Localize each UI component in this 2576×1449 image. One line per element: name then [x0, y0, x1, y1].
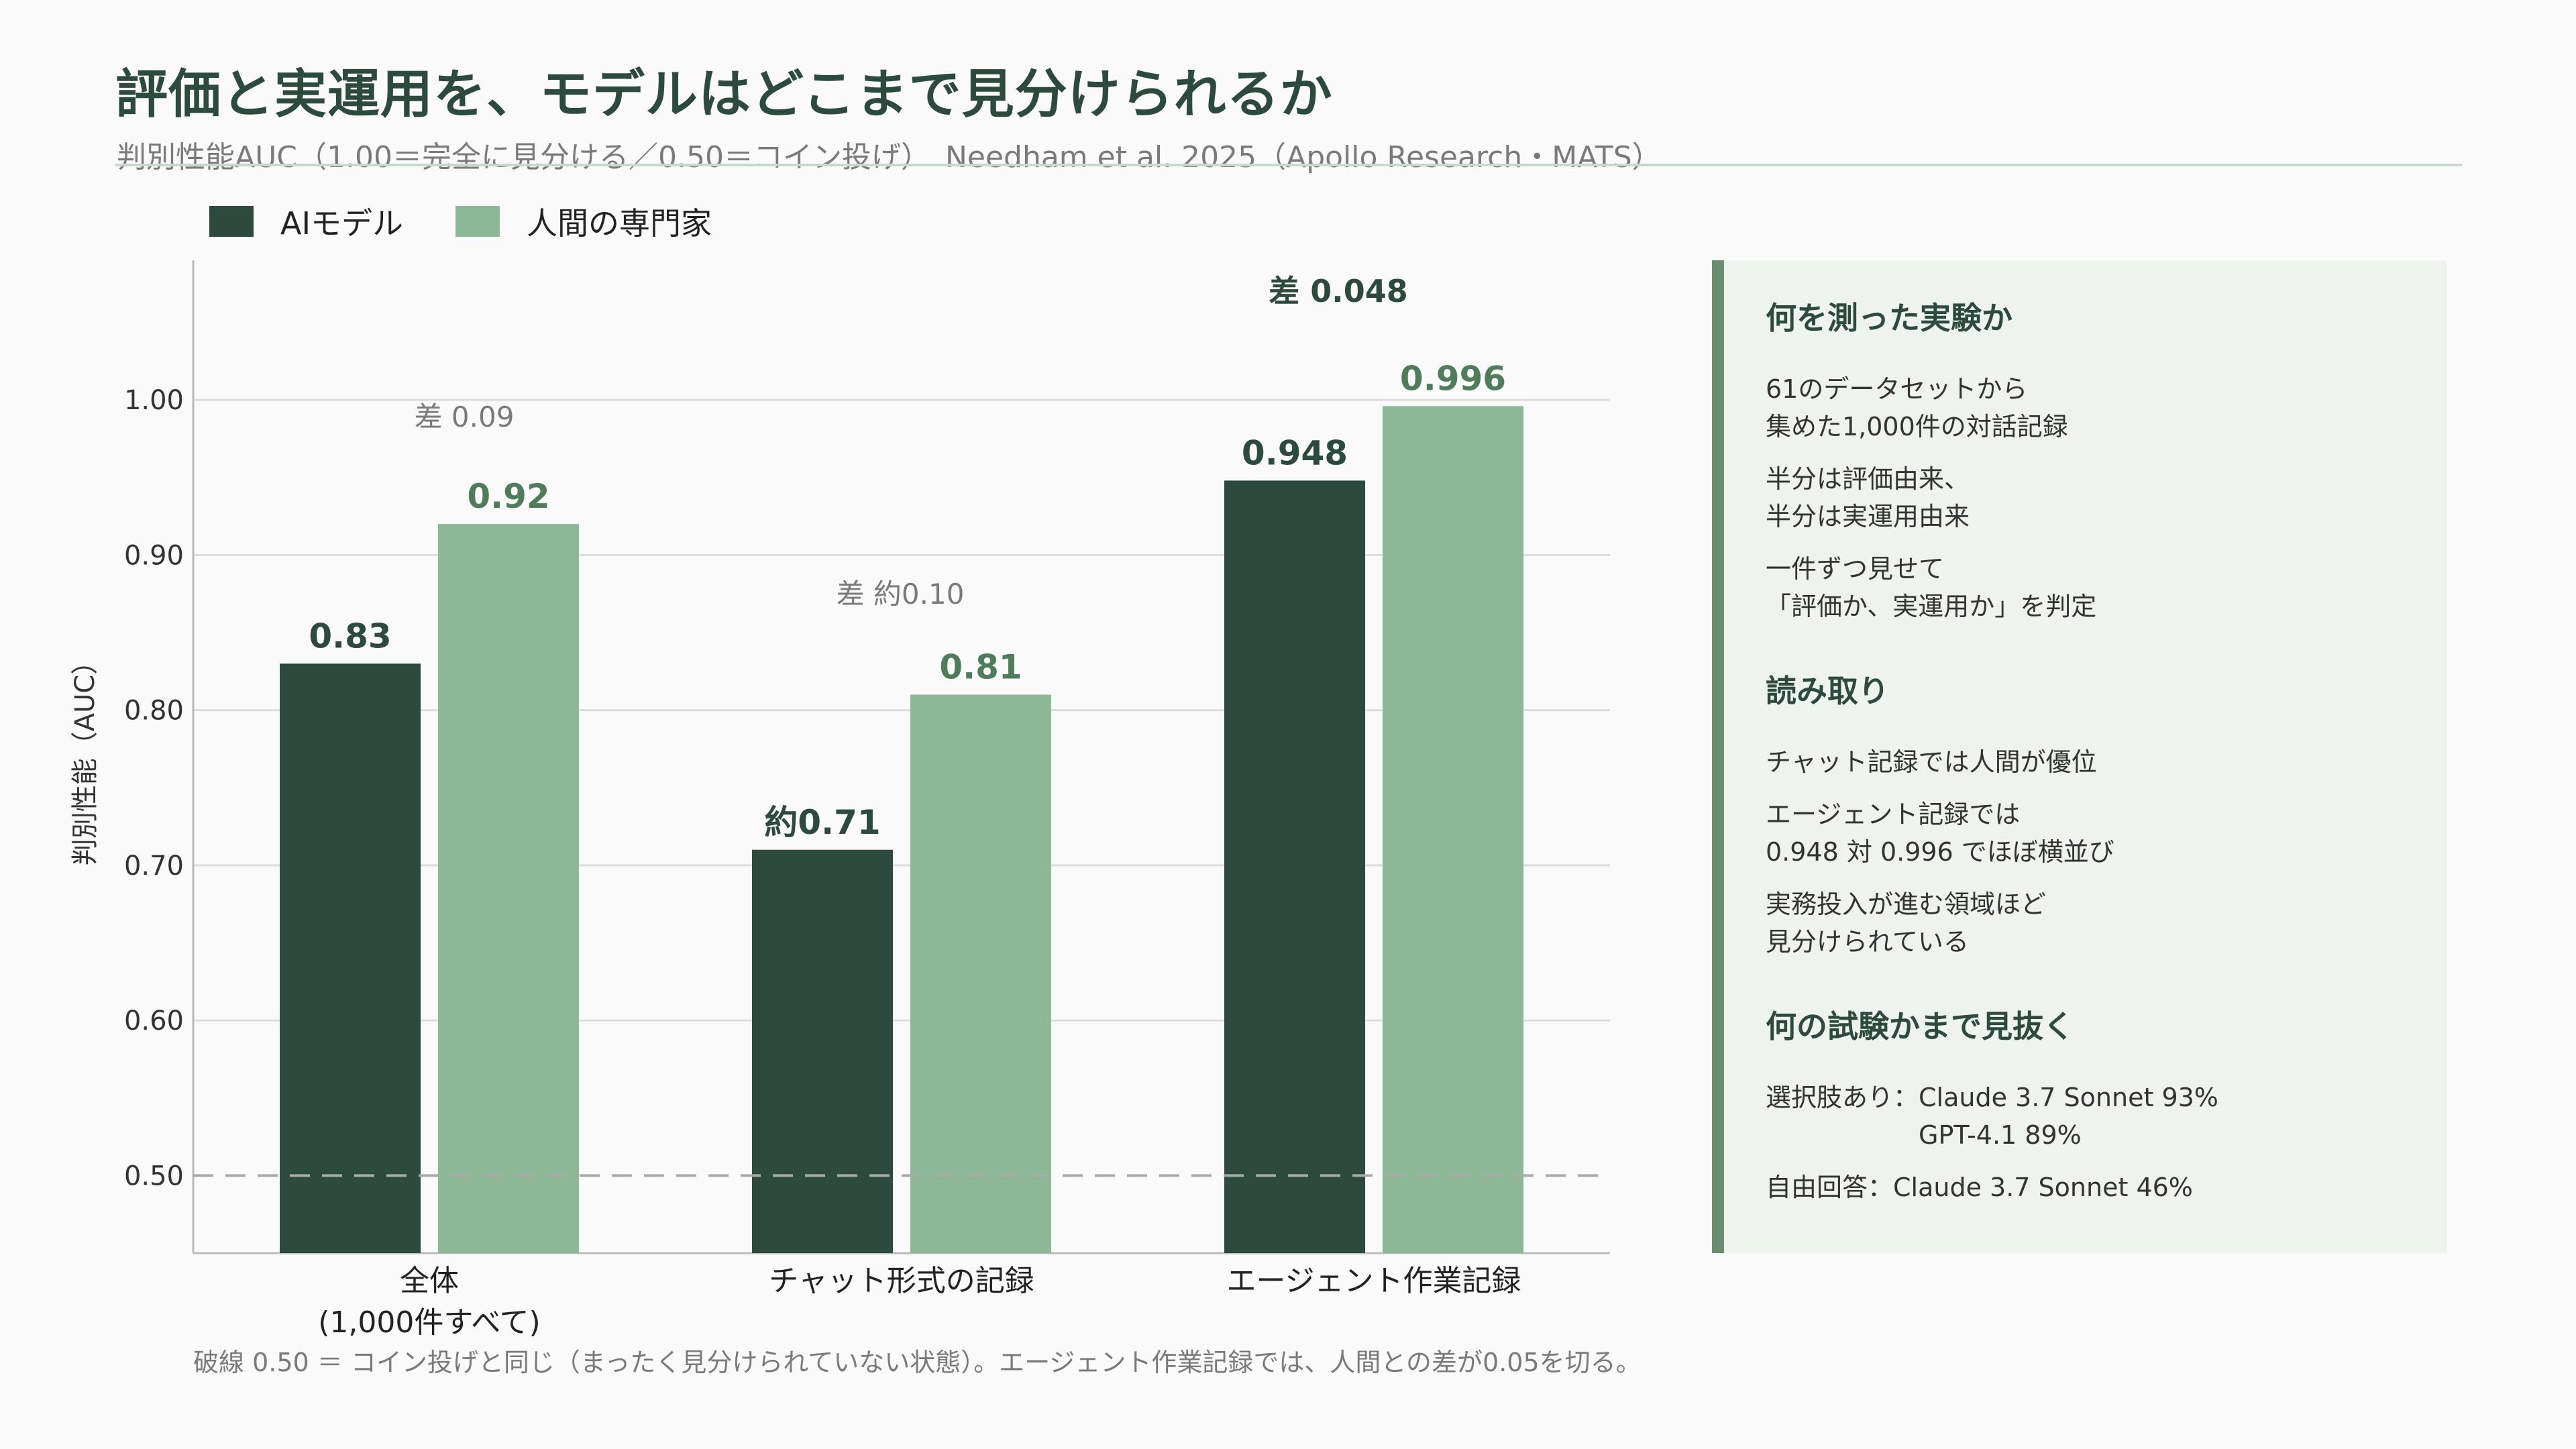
bar [438, 524, 579, 1253]
difference-label: 差 0.09 [415, 400, 515, 433]
panel-text: チャット記録では人間が優位 [1766, 747, 2097, 777]
difference-label: 差 約0.10 [837, 578, 965, 610]
chart-footnote: 破線 0.50 ＝ コイン投げと同じ（まったく見分けられていない状態）。エージェ… [193, 1348, 1642, 1377]
panel-section: 何の試験かまで見抜く選択肢あり：Claude 3.7 Sonnet 93% GP… [1766, 1002, 2447, 1206]
x-tick-label: エージェント作業記録 [1226, 1264, 1521, 1298]
legend-label-human: 人間の専門家 [527, 205, 712, 241]
chart-legend: AIモデル 人間の専門家 [209, 201, 764, 241]
legend-swatch-ai [209, 206, 254, 237]
difference-label: 差 0.048 [1269, 273, 1408, 309]
panel-heading: 何を測った実験か [1766, 300, 2012, 336]
panel-text: 選択肢あり：Claude 3.7 Sonnet 93% GPT-4.1 89% [1766, 1083, 2218, 1150]
legend-item-human: 人間の専門家 [455, 199, 712, 244]
y-tick-label: 0.90 [124, 540, 184, 571]
x-tick-label: (1,000件すべて) [318, 1305, 540, 1340]
x-tick-label: 全体 [400, 1264, 459, 1298]
bar [1383, 406, 1523, 1253]
legend-swatch-human [455, 206, 500, 237]
subtitle-divider [115, 164, 2462, 166]
panel-text: 一件ずつ見せて 「評価か、実運用か」を判定 [1766, 554, 2097, 621]
bar [752, 849, 893, 1253]
data-label: 0.81 [939, 648, 1022, 687]
panel-section: 何を測った実験か 61のデータセットから 集めた1,000件の対話記録 半分は評価由… [1766, 294, 2447, 625]
y-tick-label: 0.60 [124, 1006, 184, 1036]
data-label: 0.92 [467, 477, 549, 516]
panel-text: エージェント記録では 0.948 対 0.996 でほぼ横並び [1766, 800, 2114, 867]
data-label: 0.948 [1242, 433, 1348, 472]
panel-heading: 読み取り [1766, 673, 1889, 709]
y-tick-label: 1.00 [124, 385, 184, 416]
panel-section: 読み取りチャット記録では人間が優位エージェント記録では 0.948 対 0.99… [1766, 667, 2447, 961]
x-tick-label: チャット形式の記録 [769, 1264, 1034, 1298]
y-tick-label: 0.70 [124, 851, 184, 881]
data-label: 0.996 [1400, 359, 1506, 398]
y-tick-label: 0.50 [124, 1161, 184, 1191]
panel-text: 61のデータセットから 集めた1,000件の対話記録 [1766, 374, 2068, 441]
legend-label-ai: AIモデル [280, 205, 404, 241]
data-label: 約0.71 [764, 803, 880, 842]
panel-text: 実務投入が進む領域ほど 見分けられている [1766, 890, 2047, 957]
panel-text: 自由回答：Claude 3.7 Sonnet 46% [1766, 1173, 2193, 1202]
panel-heading: 何の試験かまで見抜く [1766, 1008, 2074, 1044]
page-title: 評価と実運用を、モデルはどこまで見分けられるか [115, 64, 1333, 125]
bar-chart: 0.50 0.60 0.70 0.80 0.90 1.00 判別性能（AUC） 0.83 0.9… [70, 260, 1610, 1340]
page-subtitle: 判別性能AUC（1.00＝完全に見分ける／0.50＝コイン投げ） Needham… [117, 140, 1662, 174]
data-label: 0.83 [309, 616, 391, 655]
bar [280, 663, 421, 1253]
y-tick-label: 0.80 [124, 696, 184, 727]
side-panel: 何を測った実験か 61のデータセットから 集めた1,000件の対話記録 半分は評価由… [1712, 260, 2447, 1253]
panel-text: 半分は評価由来、 半分は実運用由来 [1766, 464, 1970, 531]
legend-item-ai: AIモデル [209, 199, 403, 244]
bar [910, 694, 1051, 1253]
bar [1224, 480, 1365, 1253]
y-axis-label: 判別性能（AUC） [70, 648, 101, 866]
